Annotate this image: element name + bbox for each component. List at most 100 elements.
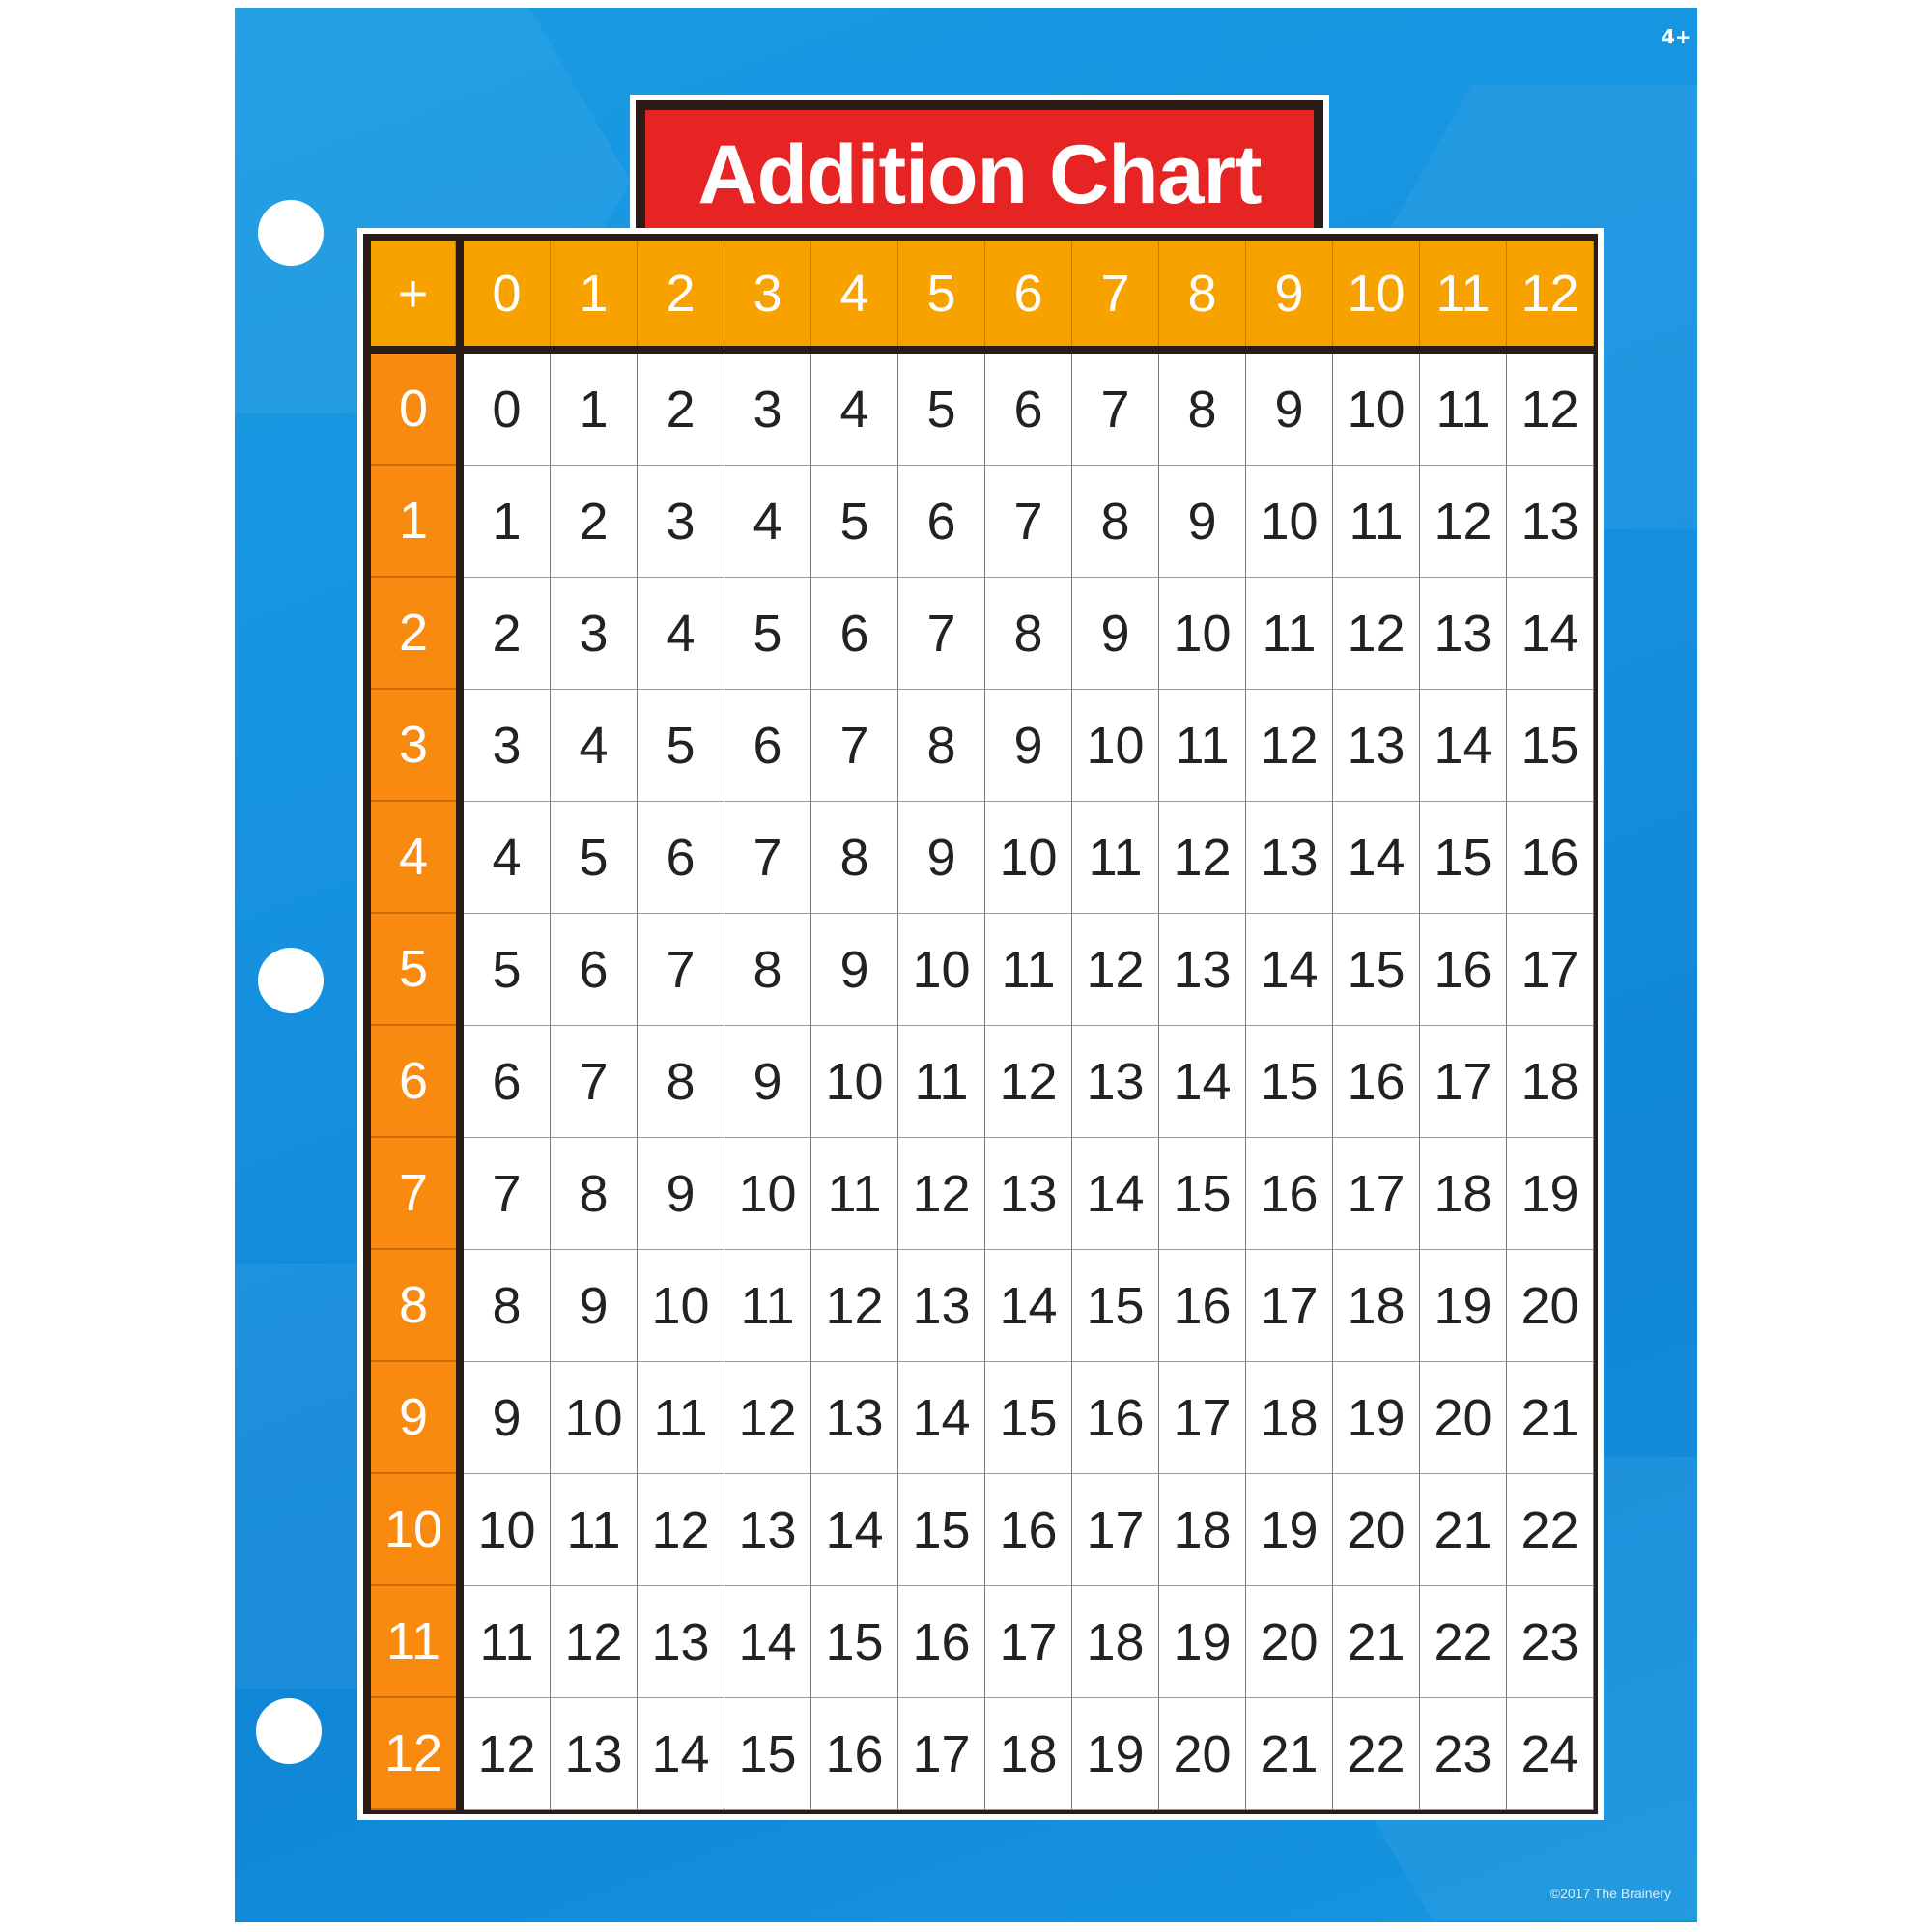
table-cell: 9 — [898, 802, 985, 914]
row-header: 3 — [371, 690, 456, 802]
table-cell: 6 — [985, 354, 1072, 466]
table-cell: 12 — [898, 1138, 985, 1250]
table-cell: 3 — [638, 466, 724, 578]
table-cell: 15 — [985, 1362, 1072, 1474]
table-cell: 12 — [1420, 466, 1507, 578]
table-cell: 11 — [898, 1026, 985, 1138]
table-cell: 10 — [1159, 578, 1246, 690]
table-cell: 12 — [638, 1474, 724, 1586]
row-header: 9 — [371, 1362, 456, 1474]
table-cell: 11 — [724, 1250, 811, 1362]
table-cell: 21 — [1333, 1586, 1420, 1698]
column-header: 6 — [985, 242, 1072, 346]
table-cell: 2 — [638, 354, 724, 466]
table-cell: 11 — [1420, 354, 1507, 466]
table-cell: 12 — [724, 1362, 811, 1474]
table-cell: 4 — [811, 354, 898, 466]
table-cell: 14 — [1246, 914, 1333, 1026]
table-cell: 7 — [551, 1026, 638, 1138]
table-cell: 6 — [638, 802, 724, 914]
row-header: 7 — [371, 1138, 456, 1250]
table-cell: 8 — [1072, 466, 1159, 578]
table-cell: 4 — [464, 802, 551, 914]
table-cell: 21 — [1420, 1474, 1507, 1586]
table-cell: 9 — [985, 690, 1072, 802]
table-cell: 13 — [1507, 466, 1594, 578]
table-cell: 17 — [1072, 1474, 1159, 1586]
corner-plus-sign: + — [371, 242, 456, 346]
column-header: 1 — [551, 242, 638, 346]
table-cell: 19 — [1072, 1698, 1159, 1810]
row-header: 12 — [371, 1698, 456, 1810]
table-cell: 15 — [811, 1586, 898, 1698]
table-cell: 17 — [985, 1586, 1072, 1698]
table-cell: 12 — [1507, 354, 1594, 466]
table-cell: 0 — [464, 354, 551, 466]
table-cell: 9 — [724, 1026, 811, 1138]
table-cell: 2 — [464, 578, 551, 690]
table-cell: 12 — [1246, 690, 1333, 802]
row-header: 5 — [371, 914, 456, 1026]
addition-table: +0 1 2 3 4 5 6 7 8 9 10 11 12 0 0 1 2 3 4 5 6 7 8 9 10 11 12 1 1 2 3 4 5… — [357, 228, 1604, 1820]
row-header: 10 — [371, 1474, 456, 1586]
table-cell: 16 — [1420, 914, 1507, 1026]
table-cell: 16 — [1072, 1362, 1159, 1474]
table-cell: 19 — [1246, 1474, 1333, 1586]
table-cell: 11 — [1159, 690, 1246, 802]
table-cell: 22 — [1333, 1698, 1420, 1810]
table-cell: 20 — [1159, 1698, 1246, 1810]
table-cell: 15 — [724, 1698, 811, 1810]
table-cell: 16 — [1507, 802, 1594, 914]
table-cell: 7 — [811, 690, 898, 802]
table-cell: 13 — [898, 1250, 985, 1362]
table-cell: 18 — [1246, 1362, 1333, 1474]
table-cell: 20 — [1246, 1586, 1333, 1698]
row-header: 0 — [371, 354, 456, 466]
table-cell: 4 — [638, 578, 724, 690]
table-cell: 12 — [1333, 578, 1420, 690]
table-cell: 1 — [464, 466, 551, 578]
table-cell: 15 — [1246, 1026, 1333, 1138]
table-cell: 16 — [811, 1698, 898, 1810]
table-cell: 19 — [1507, 1138, 1594, 1250]
table-cell: 9 — [1072, 578, 1159, 690]
table-cell: 15 — [1507, 690, 1594, 802]
table-cell: 5 — [898, 354, 985, 466]
column-header: 8 — [1159, 242, 1246, 346]
row-header: 6 — [371, 1026, 456, 1138]
table-cell: 16 — [1159, 1250, 1246, 1362]
column-header: 9 — [1246, 242, 1333, 346]
table-cell: 19 — [1420, 1250, 1507, 1362]
table-cell: 5 — [638, 690, 724, 802]
column-header: 12 — [1507, 242, 1594, 346]
table-cell: 10 — [464, 1474, 551, 1586]
table-cell: 7 — [985, 466, 1072, 578]
table-cell: 10 — [1333, 354, 1420, 466]
table-cell: 5 — [551, 802, 638, 914]
table-cell: 3 — [724, 354, 811, 466]
column-header: 10 — [1333, 242, 1420, 346]
table-cell: 6 — [811, 578, 898, 690]
table-cell: 8 — [1159, 354, 1246, 466]
title-banner: Addition Chart — [630, 95, 1329, 240]
table-cell: 12 — [1159, 802, 1246, 914]
table-cell: 13 — [985, 1138, 1072, 1250]
table-cell: 23 — [1420, 1698, 1507, 1810]
table-cell: 14 — [724, 1586, 811, 1698]
table-cell: 7 — [1072, 354, 1159, 466]
table-cell: 10 — [551, 1362, 638, 1474]
table-cell: 18 — [1159, 1474, 1246, 1586]
table-cell: 22 — [1420, 1586, 1507, 1698]
binder-hole — [256, 1698, 322, 1764]
column-header: 2 — [638, 242, 724, 346]
table-cell: 3 — [464, 690, 551, 802]
table-cell: 14 — [1072, 1138, 1159, 1250]
table-cell: 15 — [1159, 1138, 1246, 1250]
table-cell: 9 — [638, 1138, 724, 1250]
page-title: Addition Chart — [645, 110, 1314, 240]
table-cell: 7 — [638, 914, 724, 1026]
column-header: 11 — [1420, 242, 1507, 346]
table-cell: 16 — [1333, 1026, 1420, 1138]
table-cell: 17 — [1507, 914, 1594, 1026]
table-cell: 13 — [811, 1362, 898, 1474]
